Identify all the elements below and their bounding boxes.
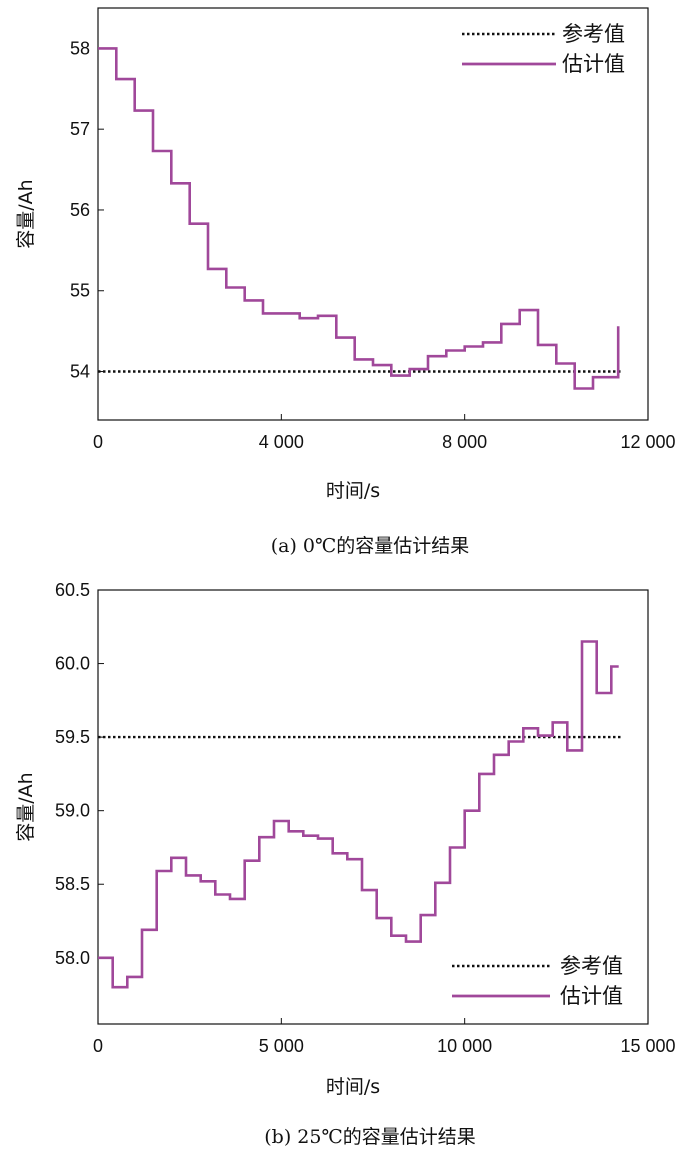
y-tick-label: 59.0 bbox=[55, 801, 90, 821]
x-tick-label: 8 000 bbox=[442, 432, 487, 452]
legend-label-reference: 参考值 bbox=[562, 22, 625, 46]
x-tick-label: 4 000 bbox=[259, 432, 304, 452]
plot-frame bbox=[97, 589, 649, 1025]
x-tick-label: 10 000 bbox=[437, 1036, 492, 1056]
legend-label-estimate: 估计值 bbox=[560, 984, 623, 1008]
chart-panel-a: 0 4 000 8 000 12 000 54 55 56 57 58 时间/s 容量/Ah 参考值估… bbox=[15, 7, 676, 557]
y-axis-title: 容量/Ah bbox=[15, 179, 37, 248]
y-tick-label: 58.5 bbox=[55, 874, 90, 894]
x-tick-label: 15 000 bbox=[620, 1036, 675, 1056]
y-axis-title: 容量/Ah bbox=[15, 772, 37, 841]
y-tick-label: 59.5 bbox=[55, 727, 90, 747]
figure-caption: (b) 25℃的容量估计结果 bbox=[264, 1126, 475, 1148]
y-tick-label: 60.5 bbox=[55, 580, 90, 600]
y-tick-label: 56 bbox=[70, 200, 90, 220]
chart-panel-b: 0 5 000 10 000 15 000 58.0 58.5 59.0 59.5 60.0 60… bbox=[15, 580, 676, 1148]
y-tick-label: 58 bbox=[70, 38, 90, 58]
y-tick-label: 60.0 bbox=[55, 654, 90, 674]
x-tick-label: 5 000 bbox=[259, 1036, 304, 1056]
series-line-estimate bbox=[98, 47, 620, 390]
y-tick-label: 58.0 bbox=[55, 948, 90, 968]
x-tick-label: 0 bbox=[93, 1036, 103, 1056]
y-tick-label: 55 bbox=[70, 281, 90, 301]
figure-caption: (a) 0℃的容量估计结果 bbox=[271, 535, 470, 557]
x-axis-title: 时间/s bbox=[326, 480, 380, 502]
x-tick-label: 0 bbox=[93, 432, 103, 452]
x-tick-label: 12 000 bbox=[620, 432, 675, 452]
plot-frame bbox=[97, 7, 649, 421]
series-line-estimate bbox=[98, 640, 619, 989]
legend-label-reference: 参考值 bbox=[560, 954, 623, 978]
legend-label-estimate: 估计值 bbox=[562, 52, 625, 76]
x-axis-title: 时间/s bbox=[326, 1076, 380, 1098]
y-tick-label: 54 bbox=[70, 362, 90, 382]
y-tick-label: 57 bbox=[70, 119, 90, 139]
